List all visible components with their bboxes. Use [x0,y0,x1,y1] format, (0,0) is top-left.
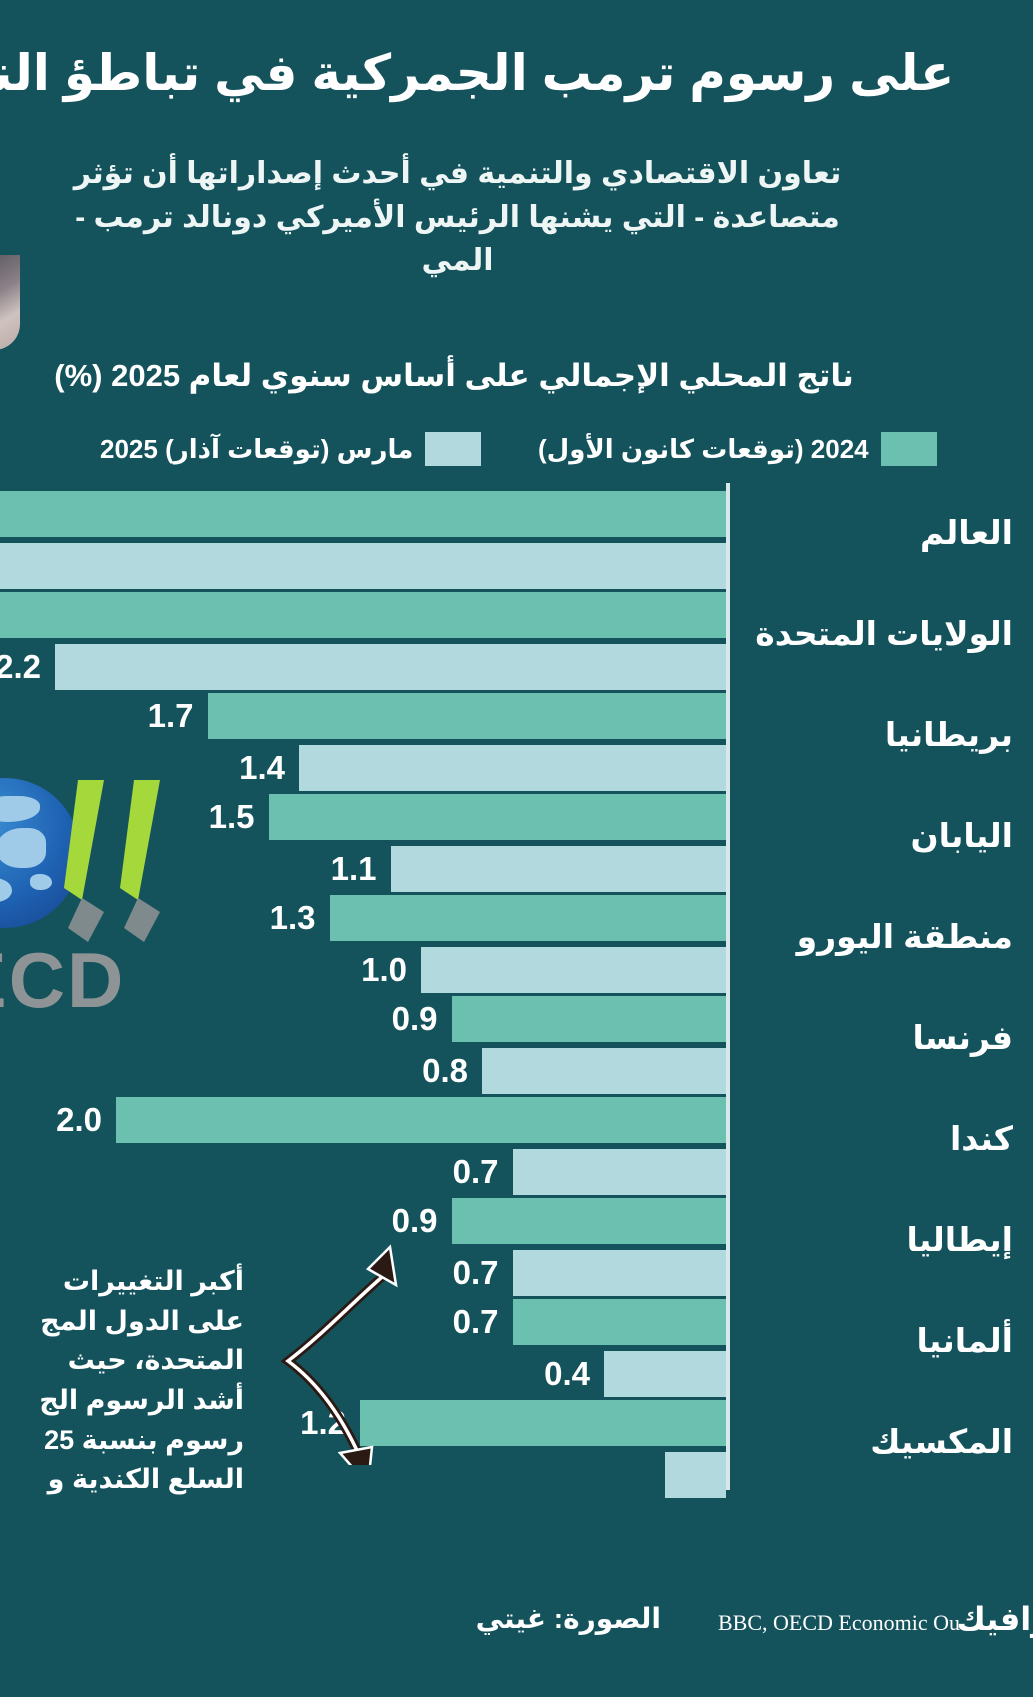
annotation-line-4: أشد الرسوم الج [39,1385,244,1416]
bar-value-label: 1.3 [269,899,316,936]
bar-value-label: 0.4 [544,1355,590,1392]
bar-light [299,745,726,791]
category-label: كندا [949,1120,1013,1157]
legend-label-2024: 2024 (توقعات كانون الأول) [538,433,869,464]
bar-value-label: 1.1 [330,850,377,887]
table-row: ألمانيا 0.7 0.4 [0,1299,1033,1400]
bar-light [390,846,726,892]
bar-dark [116,1097,726,1143]
footer-graphic-credit: غرافيك [956,1601,1033,1637]
chart-axis-line [726,483,730,1490]
bar-value-label: 1.0 [361,951,407,988]
legend-label-2025: مارس (توقعات آذار) 2025 [100,433,414,464]
legend-swatch-light [425,432,482,466]
category-label: بريطانيا [884,716,1013,753]
subtitle-line-2: متصاعدة - التي يشنها الرئيس الأميركي دون… [75,200,840,234]
page-headline: على رسوم ترمب الجمركية في تباطؤ النمو [0,45,955,101]
subtitle-line-3: المي [421,244,494,277]
bar-value-label: 0.7 [452,1153,499,1190]
legend-item-2025: مارس (توقعات آذار) 2025 [100,432,482,466]
table-row: فرنسا 0.9 0.8 [0,996,1033,1097]
bar-light [665,1452,726,1498]
category-label: الولايات المتحدة [755,615,1013,652]
bar-value-label: 2.2 [0,648,41,685]
bar-value-label: 1.4 [239,749,285,786]
bar-light [512,1250,726,1296]
bar-light [482,1048,726,1094]
category-label: فرنسا [912,1019,1014,1056]
table-row: العالم [0,491,1033,592]
bar-dark [268,794,726,840]
bar-dark [207,693,726,739]
footer-photo-credit: الصورة: غيتي [475,1603,661,1634]
bar-light [421,947,726,993]
table-row: اليابان 1.5 1.1 [0,794,1033,895]
bar-value-label: 1.5 [208,798,255,835]
table-row: المكسيك 1.2 [0,1400,1033,1501]
annotation-line-5: رسوم بنسبة 25 [44,1424,244,1455]
bar-dark [451,1198,726,1244]
bar-dark [512,1299,726,1345]
bar-light [0,543,726,589]
page-subtitle: تعاون الاقتصادي والتنمية في أحدث إصدارات… [0,152,1033,283]
table-row: إيطاليا 0.9 0.7 [0,1198,1033,1299]
bar-value-label: 1.7 [147,697,194,734]
category-label: العالم [920,514,1013,551]
bar-light [604,1351,726,1397]
oecd-logo: OECD [0,770,230,1060]
footer-source: BBC, OECD Economic Ou [718,1610,960,1635]
annotation-line-1: أكبر التغييرات [62,1266,244,1296]
category-label: إيطاليا [906,1221,1014,1258]
legend-swatch-dark [880,432,937,466]
bar-dark [451,996,726,1042]
annotation-line-3: المتحدة، حيث [67,1345,244,1376]
footer: غرافيك الصورة: غيتي BBC, OECD Economic O… [0,1600,1033,1660]
bar-value-label: 0.9 [391,1202,438,1239]
legend-item-2024: 2024 (توقعات كانون الأول) [538,432,937,466]
table-row: بريطانيا 1.7 1.4 [0,693,1033,794]
bar-light [55,644,726,690]
category-label: منطقة اليورو [796,918,1013,955]
bar-dark [360,1400,726,1446]
bar-value-label: 0.7 [452,1303,499,1340]
chart-annotation: أكبر التغييرات على الدول المج المتحدة، ح… [0,1262,244,1500]
bar-value-label: 2.0 [56,1101,102,1138]
bar-dark [0,592,726,638]
bar-dark [0,491,726,537]
subtitle-line-1: تعاون الاقتصادي والتنمية في أحدث إصدارات… [73,157,842,190]
photo-fragment [0,255,20,350]
bar-value-label: 0.8 [422,1052,468,1089]
oecd-wordmark: OECD [0,936,126,1024]
bar-value-label: 0.7 [452,1254,499,1291]
bar-light [512,1149,726,1195]
bar-dark [329,895,726,941]
chart-legend: 2024 (توقعات كانون الأول) مارس (توقعات آ… [0,430,1033,474]
category-label: المكسيك [870,1423,1013,1460]
category-label: ألمانيا [916,1322,1013,1359]
annotation-line-2: على الدول المج [40,1305,244,1336]
table-row: منطقة اليورو 1.3 1.0 [0,895,1033,996]
chart-title: ناتج المحلي الإجمالي على أساس سنوي لعام … [54,358,854,393]
annotation-line-6: السلع الكندية و [47,1464,244,1495]
table-row: كندا 2.0 0.7 [0,1097,1033,1198]
oecd-chevron-icon [64,780,160,942]
bar-value-label: 0.9 [391,1000,438,1037]
category-label: اليابان [910,817,1013,854]
annotation-arrow-icon [280,1244,398,1465]
